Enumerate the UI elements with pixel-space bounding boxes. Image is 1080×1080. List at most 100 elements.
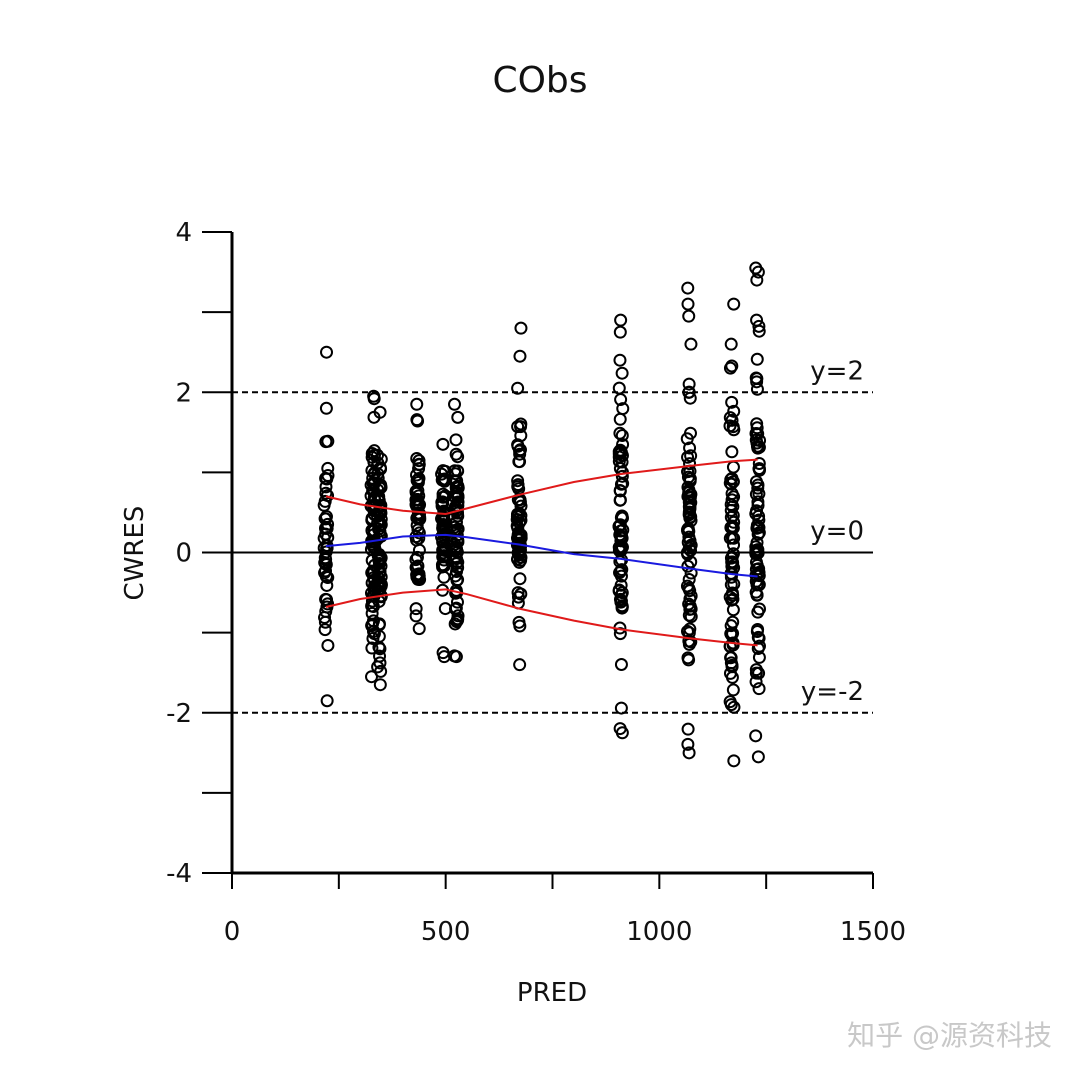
data-point bbox=[681, 281, 695, 295]
data-point bbox=[511, 590, 525, 604]
data-point bbox=[752, 456, 766, 470]
data-point bbox=[681, 297, 695, 311]
data-point bbox=[683, 441, 697, 455]
data-point bbox=[615, 429, 629, 443]
data-point bbox=[372, 494, 386, 508]
data-point bbox=[319, 435, 333, 449]
data-point bbox=[750, 352, 764, 366]
data-point bbox=[321, 571, 335, 585]
data-point bbox=[451, 464, 465, 478]
data-point bbox=[682, 309, 696, 323]
data-point bbox=[320, 694, 334, 708]
data-point bbox=[681, 722, 695, 736]
data-point bbox=[514, 321, 528, 335]
data-point bbox=[684, 539, 698, 553]
data-point bbox=[511, 546, 525, 560]
data-point bbox=[410, 397, 424, 411]
data-point bbox=[370, 448, 384, 462]
data-point bbox=[449, 501, 463, 515]
data-point bbox=[371, 471, 385, 485]
data-point bbox=[727, 700, 741, 714]
y-tick-label: -4 bbox=[166, 859, 192, 889]
data-point bbox=[409, 609, 423, 623]
data-point bbox=[367, 389, 381, 403]
data-point bbox=[724, 570, 738, 584]
y-tick-label: -2 bbox=[166, 699, 192, 729]
data-point bbox=[684, 337, 698, 351]
data-point bbox=[514, 531, 528, 545]
data-point bbox=[365, 606, 379, 620]
data-point bbox=[614, 393, 628, 407]
data-point bbox=[511, 528, 525, 542]
data-point bbox=[513, 349, 527, 363]
y-axis-label: CWRES bbox=[120, 505, 150, 601]
data-point bbox=[451, 613, 465, 627]
data-point bbox=[372, 617, 386, 631]
data-point bbox=[321, 517, 335, 531]
data-point bbox=[752, 487, 766, 501]
data-point bbox=[436, 535, 450, 549]
data-point bbox=[373, 649, 387, 663]
data-point bbox=[749, 663, 763, 677]
data-point bbox=[614, 569, 628, 583]
data-point bbox=[373, 678, 387, 692]
data-point bbox=[752, 319, 766, 333]
data-point bbox=[366, 631, 380, 645]
data-point bbox=[513, 619, 527, 633]
series-line-lower bbox=[325, 588, 758, 647]
data-point bbox=[750, 382, 764, 396]
data-point bbox=[437, 570, 451, 584]
data-point bbox=[614, 541, 628, 555]
data-point bbox=[723, 411, 737, 425]
data-point bbox=[724, 619, 738, 633]
series-line-mean bbox=[325, 533, 758, 578]
data-point bbox=[411, 414, 425, 428]
x-tick-label: 1500 bbox=[840, 917, 906, 947]
reference-label-1: y=0 bbox=[810, 517, 864, 547]
data-point bbox=[682, 653, 696, 667]
x-tick-label: 500 bbox=[421, 917, 471, 947]
data-point bbox=[615, 599, 629, 613]
data-point bbox=[448, 569, 462, 583]
data-point bbox=[751, 495, 765, 509]
data-point bbox=[751, 546, 765, 560]
data-point bbox=[749, 555, 763, 569]
data-point bbox=[616, 523, 630, 537]
data-point bbox=[371, 456, 385, 470]
data-point bbox=[409, 560, 423, 574]
data-point bbox=[682, 508, 696, 522]
data-point bbox=[451, 410, 465, 424]
data-point bbox=[749, 261, 763, 275]
data-point bbox=[614, 578, 628, 592]
data-point bbox=[320, 578, 334, 592]
series-line-upper bbox=[325, 458, 758, 516]
data-point bbox=[412, 526, 426, 540]
data-point bbox=[511, 474, 525, 488]
data-point bbox=[513, 447, 527, 461]
data-point bbox=[682, 385, 696, 399]
data-point bbox=[374, 462, 388, 476]
data-point bbox=[615, 469, 629, 483]
data-point bbox=[749, 562, 763, 576]
reference-label-0: y=2 bbox=[810, 356, 864, 386]
data-point bbox=[412, 622, 426, 636]
data-point bbox=[451, 481, 465, 495]
data-point bbox=[749, 426, 763, 440]
y-tick-label: 4 bbox=[175, 218, 192, 248]
chart-title: CObs bbox=[492, 60, 588, 101]
data-point bbox=[726, 475, 740, 489]
data-point bbox=[411, 572, 425, 586]
data-point bbox=[752, 682, 766, 696]
data-point bbox=[750, 273, 764, 287]
data-point bbox=[373, 642, 387, 656]
data-point bbox=[614, 657, 628, 671]
data-point bbox=[451, 450, 465, 464]
data-point bbox=[613, 412, 627, 426]
data-point bbox=[753, 463, 767, 477]
data-point bbox=[448, 537, 462, 551]
data-point bbox=[513, 572, 527, 586]
data-point bbox=[412, 567, 426, 581]
data-point bbox=[373, 566, 387, 580]
data-point bbox=[320, 521, 334, 535]
